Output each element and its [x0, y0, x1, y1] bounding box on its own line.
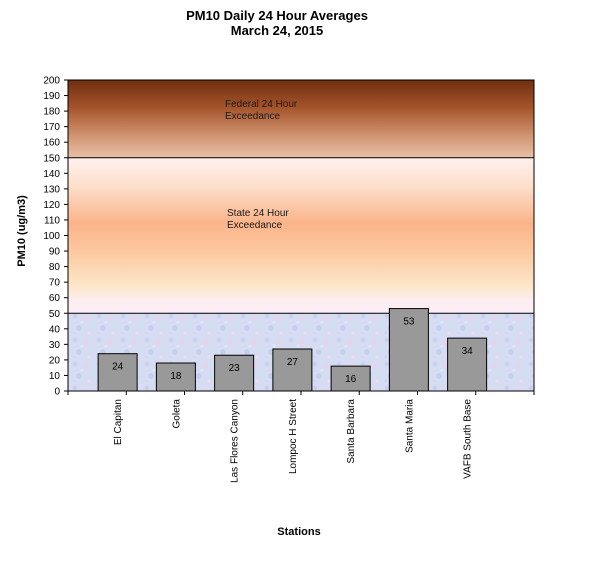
x-category-label: Lompoc H Street — [288, 399, 299, 474]
y-tick-label: 80 — [49, 262, 61, 273]
bar — [388, 308, 429, 392]
band-state-exceedance — [68, 157, 534, 314]
bar — [97, 353, 138, 392]
chart-title: PM10 Daily 24 Hour Averages — [186, 8, 368, 23]
y-tick-label: 200 — [43, 76, 60, 87]
band-label-line: Exceedance — [227, 220, 282, 231]
bar — [447, 337, 488, 392]
y-tick-label: 160 — [43, 138, 60, 149]
y-tick-label: 20 — [49, 355, 61, 366]
y-tick-label: 140 — [43, 169, 60, 180]
bar-data-label: 27 — [287, 357, 299, 368]
bars: 24 18 23 27 16 53 34 — [97, 308, 488, 392]
x-category-label: Santa Barbara — [346, 399, 357, 464]
bar — [272, 348, 313, 392]
bar-data-label: 18 — [170, 371, 182, 382]
x-axis-title: Stations — [277, 526, 320, 538]
y-tick-label: 0 — [54, 387, 60, 398]
y-axis-title: PM10 (ug/m3) — [16, 195, 28, 267]
band-label-line: State 24 Hour — [227, 208, 289, 219]
y-tick-label: 60 — [49, 293, 61, 304]
x-category-label: Las Flores Canyon — [230, 399, 241, 483]
y-axis: 0 10 20 30 40 50 60 70 80 90 100 110 120 130 140 150 160… — [43, 76, 68, 398]
y-tick-label: 30 — [49, 340, 61, 351]
bar-data-label: 16 — [345, 374, 357, 385]
bar — [330, 365, 371, 392]
bar-data-label: 23 — [229, 363, 241, 374]
y-tick-label: 100 — [43, 231, 60, 242]
band-label-line: Federal 24 Hour — [225, 99, 298, 110]
y-tick-label: 180 — [43, 107, 60, 118]
bar-data-label: 34 — [462, 346, 474, 357]
x-category-label: VAFB South Base — [463, 399, 474, 479]
x-axis: El Capitan Goleta Las Flores Canyon Lompoc … — [67, 391, 535, 483]
y-tick-label: 50 — [49, 309, 61, 320]
y-tick-label: 120 — [43, 200, 60, 211]
x-category-label: El Capitan — [113, 399, 124, 445]
bar-data-label: 24 — [112, 362, 124, 373]
band-federal-exceedance — [68, 80, 534, 158]
y-tick-label: 190 — [43, 91, 60, 102]
x-category-label: Santa Maria — [404, 399, 415, 453]
y-tick-label: 150 — [43, 153, 60, 164]
bar — [155, 362, 196, 392]
x-category-label: Goleta — [171, 399, 182, 429]
y-tick-label: 40 — [49, 324, 61, 335]
y-tick-label: 70 — [49, 278, 61, 289]
y-tick-label: 110 — [44, 215, 60, 226]
y-tick-label: 170 — [43, 122, 60, 133]
y-tick-label: 130 — [43, 184, 60, 195]
y-tick-label: 10 — [49, 371, 61, 382]
chart-subtitle: March 24, 2015 — [231, 23, 324, 38]
y-tick-label: 90 — [49, 247, 61, 258]
bar — [214, 354, 255, 392]
bar-data-label: 53 — [403, 317, 415, 328]
band-label-line: Exceedance — [225, 111, 280, 122]
